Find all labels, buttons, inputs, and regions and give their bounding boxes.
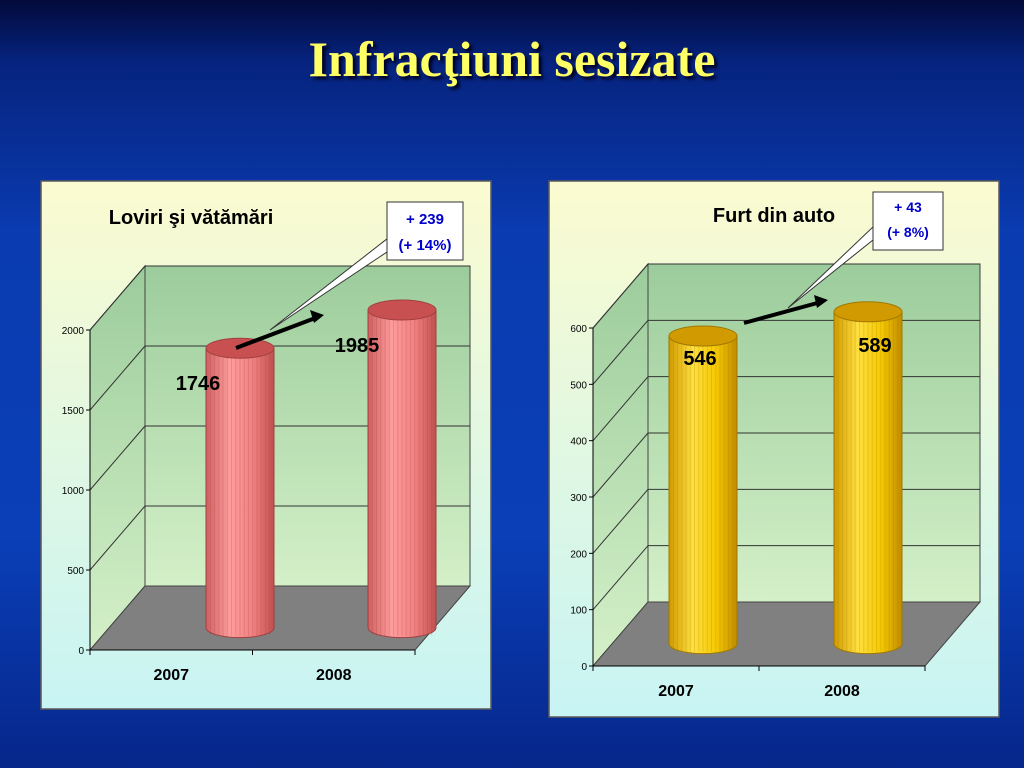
bar-top <box>833 301 903 323</box>
callout-box <box>872 191 944 251</box>
callout-box <box>386 201 464 261</box>
x-tick-label: 2008 <box>316 667 352 684</box>
gridline-side <box>89 345 146 411</box>
bar-top <box>668 325 738 347</box>
chart-title: Furt din auto <box>713 205 835 227</box>
chart-floor <box>591 601 982 667</box>
chart-panel-loviri: Loviri şi vătămări 0 500 1000 1500 2000 2007 2… <box>40 180 492 710</box>
chart-title: Loviri şi vătămări <box>109 207 274 229</box>
y-tick-label: 0 <box>581 662 587 673</box>
y-tick-label: 400 <box>570 437 587 448</box>
gridline-side <box>592 263 649 329</box>
y-tick-label: 300 <box>570 493 587 504</box>
bar-body <box>833 311 903 655</box>
bar-2007 <box>668 325 738 655</box>
chart-furt: Furt din auto 0 100 200 300 400 500 600 2007 200… <box>548 180 1000 718</box>
y-tick-label: 500 <box>67 566 84 577</box>
x-tick-label: 2008 <box>824 683 860 700</box>
gridline-side <box>89 425 146 491</box>
bar-body <box>205 347 275 639</box>
bar-2008 <box>367 299 437 639</box>
callout-percent: (+ 14%) <box>399 237 452 254</box>
increase-arrow-head <box>814 295 828 308</box>
y-tick-label: 2000 <box>62 326 85 337</box>
y-tick-label: 0 <box>78 646 84 657</box>
gridline-side <box>592 376 649 441</box>
gridline-side <box>592 432 649 498</box>
gridline-side <box>89 505 146 571</box>
increase-arrow-head <box>310 310 324 323</box>
y-tick-label: 100 <box>570 606 587 617</box>
x-tick-label: 2007 <box>658 683 694 700</box>
data-label: 1985 <box>335 335 380 357</box>
bar-body <box>668 335 738 655</box>
chart-loviri: Loviri şi vătămări 0 500 1000 1500 2000 2007 2… <box>40 180 492 710</box>
bar-2008 <box>833 301 903 655</box>
callout-percent: (+ 8%) <box>887 224 929 240</box>
data-label: 546 <box>683 348 716 370</box>
chart-panel-furt: Furt din auto 0 100 200 300 400 500 600 2007 200… <box>548 180 1000 718</box>
bar-body <box>367 309 437 639</box>
gridline-side <box>592 489 649 554</box>
slide-title: Infracţiuni sesizate <box>308 31 716 87</box>
bar-top <box>367 299 437 321</box>
data-label: 1746 <box>176 373 221 395</box>
callout-diff: + 239 <box>406 211 444 228</box>
bar-2007 <box>205 337 275 639</box>
y-tick-label: 600 <box>570 324 587 335</box>
y-tick-label: 500 <box>570 380 587 391</box>
gridline-side <box>89 265 146 331</box>
increase-arrow <box>235 315 319 350</box>
x-tick-label: 2007 <box>153 667 189 684</box>
gridline-side <box>592 320 649 385</box>
y-tick-label: 1000 <box>62 486 85 497</box>
increase-arrow <box>743 300 822 325</box>
callout-diff: + 43 <box>894 199 922 215</box>
gridline-side <box>592 545 649 610</box>
y-tick-label: 1500 <box>62 406 85 417</box>
data-label: 589 <box>858 335 891 357</box>
y-tick-label: 200 <box>570 549 587 560</box>
